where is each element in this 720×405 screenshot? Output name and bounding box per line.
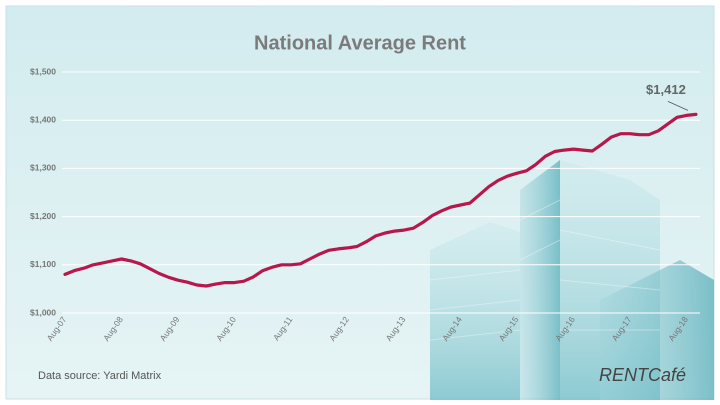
- y-tick-label: $1,200: [30, 211, 56, 221]
- building-illustration: [429, 160, 714, 400]
- annotation: $1,412: [646, 82, 686, 97]
- rent-line: [63, 112, 698, 288]
- y-tick-label: $1,500: [30, 66, 56, 76]
- y-tick-label: $1,100: [30, 259, 56, 269]
- source-note: Data source: Yardi Matrix: [38, 370, 162, 382]
- y-tick-label: $1,400: [30, 114, 56, 124]
- logo: RENTCafé: [599, 365, 686, 385]
- y-tick-label: $1,000: [30, 307, 56, 317]
- y-tick-label: $1,300: [30, 163, 56, 173]
- chart-title: National Average Rent: [254, 32, 466, 54]
- annotation-leader: [667, 101, 689, 111]
